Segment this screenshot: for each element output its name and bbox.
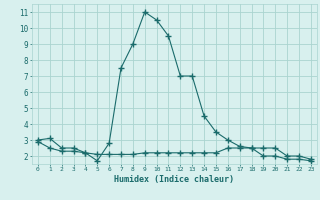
X-axis label: Humidex (Indice chaleur): Humidex (Indice chaleur) [115,175,234,184]
